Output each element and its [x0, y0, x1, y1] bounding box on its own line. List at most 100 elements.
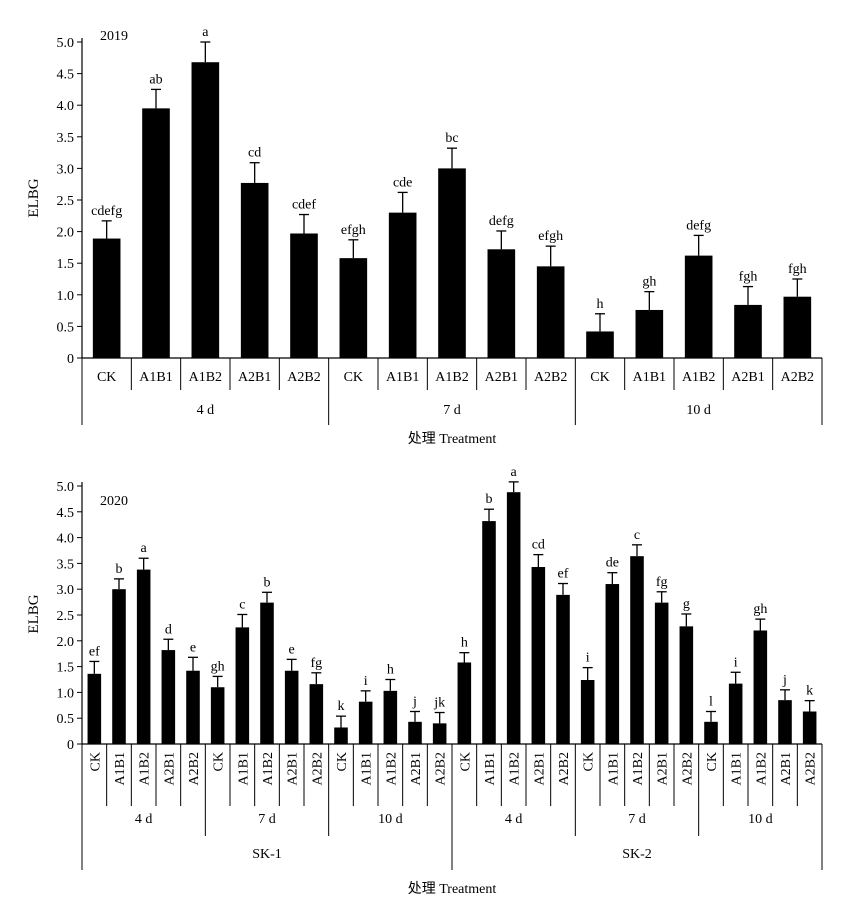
bar-7d-A2B1 [284, 670, 299, 744]
y-tick-label: 0 [67, 738, 74, 753]
y-tick-label: 3.5 [57, 131, 75, 146]
y-tick-label: 1.5 [57, 661, 75, 676]
site-label: SK-1 [252, 847, 282, 862]
x-category-label: A1B2 [261, 752, 276, 785]
bar-10d-CK [586, 331, 614, 358]
bar-10d-A1B1 [635, 309, 664, 358]
group-label: 7 d [443, 403, 461, 418]
significance-letter: gh [211, 659, 225, 674]
x-category-label: A1B2 [435, 370, 468, 385]
y-tick-label: 1.0 [57, 686, 75, 701]
bar-10d-A1B1 [358, 701, 373, 744]
bar-7d-A1B2 [438, 168, 466, 358]
significance-letter: a [511, 465, 518, 480]
x-category-label: A2B2 [781, 370, 814, 385]
bar-4d-A1B2 [191, 62, 220, 358]
bar-4d-A1B2 [136, 569, 151, 744]
significance-letter: e [289, 642, 295, 657]
year-label: 2020 [100, 494, 128, 509]
bar-7d-CK [210, 687, 225, 744]
bar-10d-CK [334, 727, 348, 744]
x-category-label: A2B2 [287, 370, 320, 385]
significance-letter: fg [656, 575, 668, 590]
y-tick-label: 3.0 [57, 583, 75, 598]
group-label: 4 d [505, 812, 523, 827]
y-tick-label: 1.5 [57, 257, 75, 272]
y-tick-label: 2.0 [57, 635, 75, 650]
bar-7d-A1B2 [260, 602, 274, 744]
y-tick-label: 4.0 [57, 99, 75, 114]
significance-letter: cdef [292, 198, 316, 213]
significance-letter: bc [445, 131, 458, 146]
y-tick-label: 0 [67, 352, 74, 367]
significance-letter: b [264, 575, 271, 590]
significance-letter: ef [89, 644, 100, 659]
group-label: 4 d [197, 403, 215, 418]
x-category-label: CK [335, 752, 350, 771]
x-category-label: A1B2 [754, 752, 769, 785]
bar-4d-A2B2 [290, 233, 318, 358]
group-label: 4 d [135, 812, 153, 827]
significance-letter: k [806, 684, 813, 699]
x-category-label: A2B2 [434, 752, 449, 785]
bar-4d-A1B1 [482, 521, 496, 744]
x-category-label: A2B2 [557, 752, 572, 785]
significance-letter: efgh [341, 223, 366, 238]
x-category-label: A1B2 [682, 370, 715, 385]
bar-7d-A2B1 [487, 249, 516, 358]
x-category-label: A1B2 [631, 752, 646, 785]
x-category-label: A2B1 [656, 752, 671, 785]
bar-4d-CK [92, 238, 121, 358]
significance-letter: l [709, 694, 713, 709]
x-category-label: A1B1 [113, 752, 128, 785]
y-tick-label: 3.0 [57, 162, 75, 177]
significance-letter: j [412, 694, 417, 709]
bar-4d-A2B2 [186, 670, 200, 744]
significance-letter: cdefg [91, 204, 122, 219]
bar-10d-A2B2 [432, 723, 447, 744]
bar-10d-A1B2 [684, 255, 713, 358]
significance-letter: a [202, 25, 209, 40]
significance-letter: j [782, 673, 787, 688]
y-tick-label: 4.5 [57, 506, 75, 521]
y-tick-label: 1.0 [57, 289, 75, 304]
bar-7d-A1B2 [630, 556, 644, 744]
x-category-label: CK [344, 370, 363, 385]
x-category-label: A1B1 [483, 752, 498, 785]
bar-4d-A1B2 [506, 492, 521, 744]
bar-4d-A2B1 [161, 650, 176, 744]
x-category-label: A1B1 [606, 752, 621, 785]
significance-letter: k [338, 699, 345, 714]
bar-10d-A2B2 [802, 711, 817, 744]
significance-letter: cd [532, 538, 545, 553]
y-axis-label: ELBG [26, 594, 42, 633]
significance-letter: jk [433, 696, 445, 711]
bar-7d-A2B1 [654, 602, 669, 744]
significance-letter: defg [686, 218, 711, 233]
x-axis-title: 处理 Treatment [408, 431, 497, 447]
significance-letter: e [190, 640, 196, 655]
x-category-label: A1B2 [138, 752, 153, 785]
y-tick-label: 5.0 [57, 480, 75, 495]
significance-letter: cd [248, 146, 261, 161]
bar-7d-CK [580, 680, 595, 744]
significance-letter: b [116, 562, 123, 577]
bar-4d-CK [457, 662, 472, 744]
bar-4d-CK [87, 673, 102, 744]
x-category-label: A1B1 [360, 752, 375, 785]
panel-2019: 0 0.5 1.0 1.5 2.0 2.5 3.0 3.5 4.0 4.5 5.0 ELBG 2019 c… [26, 25, 823, 447]
x-category-label: A1B2 [384, 752, 399, 785]
bar-10d-A2B1 [408, 721, 422, 744]
x-category-label: A1B1 [730, 752, 745, 785]
y-tick-label: 0.5 [57, 320, 75, 335]
significance-letter: cde [393, 175, 412, 190]
significance-letter: fgh [739, 270, 758, 285]
significance-letter: fg [310, 656, 322, 671]
significance-letter: d [165, 622, 172, 637]
x-category-label: CK [97, 370, 116, 385]
x-category-label: A2B2 [534, 370, 567, 385]
group-label: 7 d [258, 812, 276, 827]
significance-letter: i [586, 651, 590, 666]
bar-10d-A2B2 [783, 296, 812, 358]
bar-10d-A2B1 [734, 304, 762, 358]
